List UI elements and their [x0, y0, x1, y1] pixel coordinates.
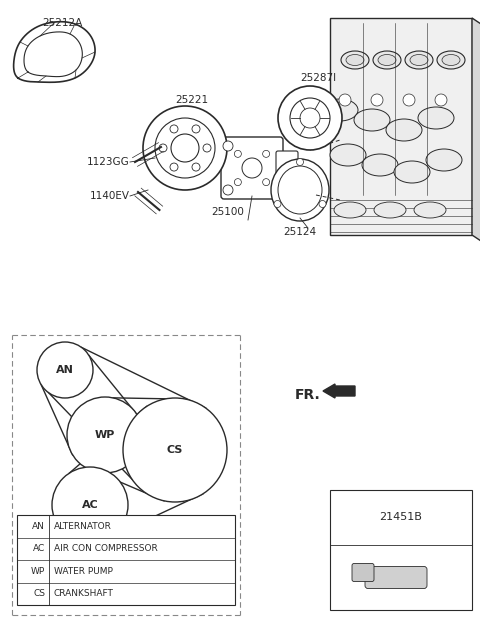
Ellipse shape	[405, 51, 433, 69]
Ellipse shape	[322, 99, 358, 121]
Text: AIR CON COMPRESSOR: AIR CON COMPRESSOR	[54, 544, 158, 553]
Polygon shape	[17, 515, 235, 605]
Text: WP: WP	[31, 567, 45, 576]
Ellipse shape	[373, 51, 401, 69]
Ellipse shape	[426, 149, 462, 171]
Circle shape	[192, 163, 200, 171]
Circle shape	[435, 94, 447, 106]
Circle shape	[234, 150, 241, 157]
Circle shape	[170, 125, 178, 133]
Circle shape	[319, 201, 326, 208]
Text: 25124: 25124	[283, 227, 317, 237]
Circle shape	[339, 94, 351, 106]
Text: ALTERNATOR: ALTERNATOR	[54, 522, 112, 530]
Ellipse shape	[334, 202, 366, 218]
Circle shape	[52, 467, 128, 543]
Circle shape	[223, 185, 233, 195]
Text: AN: AN	[32, 522, 45, 530]
Circle shape	[278, 86, 342, 150]
Ellipse shape	[378, 55, 396, 65]
Circle shape	[242, 158, 262, 178]
Ellipse shape	[442, 55, 460, 65]
Ellipse shape	[354, 109, 390, 131]
Ellipse shape	[394, 161, 430, 183]
Polygon shape	[472, 18, 480, 243]
Ellipse shape	[418, 107, 454, 129]
Circle shape	[170, 163, 178, 171]
FancyBboxPatch shape	[276, 151, 298, 185]
Circle shape	[159, 144, 167, 152]
Text: 25287I: 25287I	[300, 73, 336, 83]
Text: 1123GG: 1123GG	[86, 157, 130, 167]
Ellipse shape	[362, 154, 398, 176]
Ellipse shape	[437, 51, 465, 69]
Circle shape	[171, 134, 199, 162]
Polygon shape	[330, 18, 472, 235]
Text: AC: AC	[33, 544, 45, 553]
Text: 21451B: 21451B	[380, 512, 422, 522]
Circle shape	[274, 201, 281, 208]
Text: 25100: 25100	[212, 207, 244, 217]
Ellipse shape	[374, 202, 406, 218]
Ellipse shape	[330, 144, 366, 166]
FancyBboxPatch shape	[352, 564, 374, 581]
Circle shape	[403, 94, 415, 106]
Circle shape	[263, 179, 270, 186]
Text: 25212A: 25212A	[42, 18, 82, 28]
Text: AC: AC	[82, 500, 98, 510]
Circle shape	[203, 144, 211, 152]
Ellipse shape	[410, 55, 428, 65]
FancyBboxPatch shape	[221, 137, 283, 199]
Text: AN: AN	[56, 365, 74, 375]
Ellipse shape	[386, 119, 422, 141]
Circle shape	[143, 106, 227, 190]
Circle shape	[155, 118, 215, 178]
Text: 1140EV: 1140EV	[90, 191, 130, 201]
Text: 25221: 25221	[175, 95, 209, 105]
Circle shape	[234, 179, 241, 186]
Ellipse shape	[278, 166, 322, 214]
Circle shape	[192, 125, 200, 133]
Ellipse shape	[414, 202, 446, 218]
FancyArrow shape	[323, 384, 355, 398]
Polygon shape	[330, 490, 472, 610]
Circle shape	[290, 98, 330, 138]
Circle shape	[297, 159, 303, 166]
Text: CS: CS	[33, 589, 45, 598]
Ellipse shape	[346, 55, 364, 65]
Text: WP: WP	[95, 430, 115, 440]
Text: CS: CS	[167, 445, 183, 455]
Circle shape	[123, 398, 227, 502]
Ellipse shape	[341, 51, 369, 69]
Text: WATER PUMP: WATER PUMP	[54, 567, 113, 576]
Circle shape	[371, 94, 383, 106]
Circle shape	[67, 397, 143, 473]
Circle shape	[37, 342, 93, 398]
Text: CRANKSHAFT: CRANKSHAFT	[54, 589, 114, 598]
FancyBboxPatch shape	[365, 567, 427, 589]
Ellipse shape	[271, 159, 329, 221]
Circle shape	[263, 150, 270, 157]
Circle shape	[300, 108, 320, 128]
Circle shape	[223, 141, 233, 151]
Text: FR.: FR.	[295, 388, 321, 402]
